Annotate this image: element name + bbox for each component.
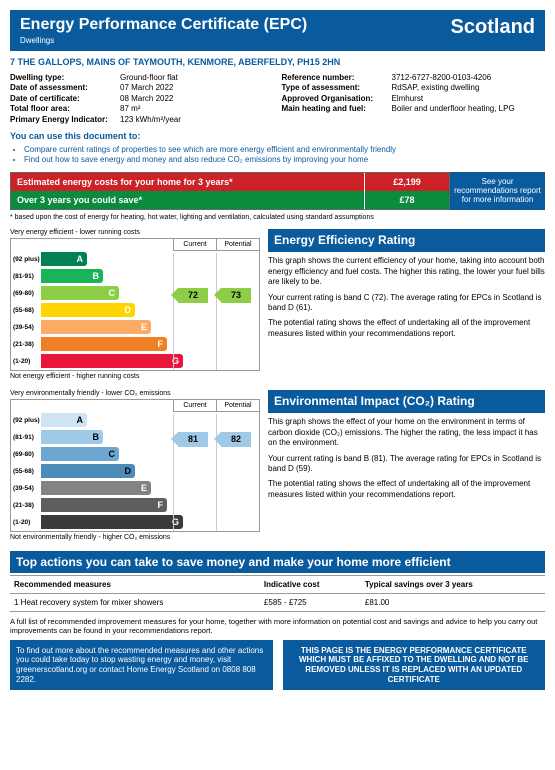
rating-marker: 73	[221, 288, 251, 303]
band-bar: F	[41, 498, 167, 512]
rating-marker: 81	[178, 432, 208, 447]
rating-marker: 82	[221, 432, 251, 447]
rating-desc-para: The potential rating shows the effect of…	[268, 479, 545, 500]
detail-value: RdSAP, existing dwelling	[392, 83, 546, 93]
detail-label: Main heating and fuel:	[282, 104, 392, 114]
rating-marker: 72	[178, 288, 208, 303]
band-range: (39-54)	[11, 485, 41, 492]
efficiency-top-label: Very energy efficient - lower running co…	[10, 229, 260, 236]
top-actions-title: Top actions you can take to save money a…	[10, 551, 545, 573]
doc-use-item: Compare current ratings of properties to…	[24, 145, 545, 155]
impact-section-title: Environmental Impact (CO₂) Rating	[268, 390, 545, 414]
detail-value: 3712-6727-8200-0103-4206	[392, 73, 546, 83]
band-bar: C	[41, 447, 119, 461]
region-label: Scotland	[451, 16, 535, 39]
actions-header: Typical savings over 3 years	[361, 575, 545, 593]
detail-value: Elmhurst	[392, 94, 546, 104]
band-range: (21-38)	[11, 341, 41, 348]
impact-rating-block: Very environmentally friendly - lower CO…	[10, 390, 545, 541]
band-bar: G	[41, 354, 183, 368]
header-current: Current	[173, 239, 216, 251]
band-bar: A	[41, 413, 87, 427]
header-current: Current	[173, 400, 216, 412]
band-range: (55-68)	[11, 307, 41, 314]
property-address: 7 THE GALLOPS, MAINS OF TAYMOUTH, KENMOR…	[10, 57, 545, 67]
detail-label: Primary Energy Indicator:	[10, 115, 120, 125]
band-bar: A	[41, 252, 87, 266]
detail-label: Dwelling type:	[10, 73, 120, 83]
detail-label: Date of assessment:	[10, 83, 120, 93]
doc-use-item: Find out how to save energy and money an…	[24, 155, 545, 165]
detail-label: Total floor area:	[10, 104, 120, 114]
rating-desc-para: This graph shows the current efficiency …	[268, 256, 545, 287]
cost-footnote: * based upon the cost of energy for heat…	[10, 214, 545, 221]
cost-side-text: See your recommendations report for more…	[450, 172, 545, 210]
doc-use-list: Compare current ratings of properties to…	[24, 145, 545, 166]
rating-desc-para: This graph shows the effect of your home…	[268, 417, 545, 448]
band-range: (69-80)	[11, 451, 41, 458]
band-bar: F	[41, 337, 167, 351]
band-range: (92 plus)	[11, 417, 41, 424]
header-potential: Potential	[216, 400, 259, 412]
estimated-cost-value: £2,199	[364, 173, 449, 191]
band-bar: D	[41, 303, 135, 317]
detail-label: Type of assessment:	[282, 83, 392, 93]
table-cell: £81.00	[361, 593, 545, 611]
band-bar: D	[41, 464, 135, 478]
doc-title: Energy Performance Certificate (EPC)	[20, 16, 307, 34]
actions-header: Indicative cost	[260, 575, 361, 593]
band-range: (55-68)	[11, 468, 41, 475]
detail-value: 08 March 2022	[120, 94, 274, 104]
table-cell: 1 Heat recovery system for mixer showers	[10, 593, 260, 611]
header-potential: Potential	[216, 239, 259, 251]
band-range: (39-54)	[11, 324, 41, 331]
detail-value: Boiler and underfloor heating, LPG	[392, 104, 546, 114]
detail-value: Ground-floor flat	[120, 73, 274, 83]
table-cell: £585 - £725	[260, 593, 361, 611]
band-bar: E	[41, 481, 151, 495]
footer-boxes: To find out more about the recommended m…	[10, 640, 545, 690]
rating-desc-para: The potential rating shows the effect of…	[268, 318, 545, 339]
table-row: 1 Heat recovery system for mixer showers…	[10, 593, 545, 611]
band-bar: E	[41, 320, 151, 334]
detail-value: 07 March 2022	[120, 83, 274, 93]
actions-table: Recommended measuresIndicative costTypic…	[10, 575, 545, 612]
band-range: (92 plus)	[11, 256, 41, 263]
header: Energy Performance Certificate (EPC) Dwe…	[10, 10, 545, 51]
efficiency-bottom-label: Not energy efficient - higher running co…	[10, 373, 260, 380]
property-details: Dwelling type:Ground-floor flatDate of a…	[10, 73, 545, 125]
band-bar: G	[41, 515, 183, 529]
band-range: (1-20)	[11, 519, 41, 526]
cost-block: Estimated energy costs for your home for…	[10, 172, 545, 210]
detail-label: Approved Organisation:	[282, 94, 392, 104]
efficiency-rating-block: Very energy efficient - lower running co…	[10, 229, 545, 380]
doc-subtitle: Dwellings	[20, 36, 307, 45]
actions-note: A full list of recommended improvement m…	[10, 617, 545, 635]
detail-value: 87 m²	[120, 104, 274, 114]
detail-value: 123 kWh/m²/year	[120, 115, 274, 125]
efficiency-section-title: Energy Efficiency Rating	[268, 229, 545, 253]
band-range: (81-91)	[11, 273, 41, 280]
band-range: (81-91)	[11, 434, 41, 441]
band-range: (1-20)	[11, 358, 41, 365]
savings-value: £78	[364, 191, 449, 209]
band-range: (69-80)	[11, 290, 41, 297]
actions-header: Recommended measures	[10, 575, 260, 593]
rating-desc-para: Your current rating is band C (72). The …	[268, 293, 545, 314]
rating-desc-para: Your current rating is band B (81). The …	[268, 454, 545, 475]
doc-use-title: You can use this document to:	[10, 131, 545, 141]
detail-label: Date of certificate:	[10, 94, 120, 104]
band-range: (21-38)	[11, 502, 41, 509]
band-bar: B	[41, 430, 103, 444]
footer-info-box: To find out more about the recommended m…	[10, 640, 273, 690]
band-bar: B	[41, 269, 103, 283]
savings-label: Over 3 years you could save*	[11, 191, 364, 209]
estimated-cost-label: Estimated energy costs for your home for…	[11, 173, 364, 191]
impact-bottom-label: Not environmentally friendly - higher CO…	[10, 534, 260, 541]
impact-top-label: Very environmentally friendly - lower CO…	[10, 390, 260, 397]
footer-cert-box: THIS PAGE IS THE ENERGY PERFORMANCE CERT…	[283, 640, 546, 690]
band-bar: C	[41, 286, 119, 300]
detail-label: Reference number:	[282, 73, 392, 83]
